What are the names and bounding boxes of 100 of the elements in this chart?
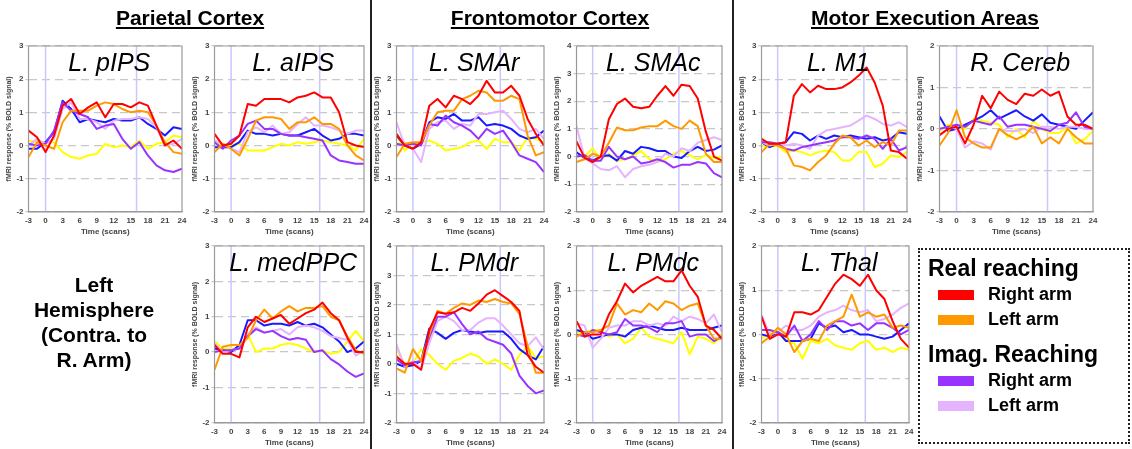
x-tick-label: 18 [506,215,517,225]
legend-label: Left arm [988,308,1060,331]
y-tick-label: 3 [752,41,758,51]
x-tick-label: 15 [854,215,864,225]
y-tick-label: 0 [205,347,211,357]
x-tick-label: 3 [60,215,66,225]
x-tick-label: 21 [701,215,711,225]
y-tick-label: 0 [205,140,211,150]
x-tick-label: 6 [443,215,449,225]
text: Real reaching [928,254,1080,282]
x-tick-label: 6 [262,426,268,436]
x-tick-label: 0 [590,215,596,225]
legend-label: Right arm [988,369,1073,392]
y-tick-label: 1 [930,82,936,92]
x-tick-label: 9 [824,426,830,436]
y-tick-label: 1 [752,285,758,295]
x-axis-title: Time (scans) [264,438,314,448]
x-tick-label: 0 [410,426,416,436]
x-tick-label: 12 [109,215,119,225]
y-tick-label: 2 [752,241,758,251]
y-tick-label: -1 [384,173,393,183]
x-tick-label: 9 [459,215,465,225]
x-tick-label: 6 [622,426,628,436]
y-tick-label: -1 [749,173,758,183]
x-axis-title: Time (scans) [264,227,314,237]
x-tick-label: 24 [539,215,549,225]
x-tick-label: 21 [888,426,898,436]
x-tick-label: 12 [837,215,848,225]
y-tick-label: -2 [564,207,573,216]
y-tick-label: -1 [564,373,573,383]
x-tick-label: 0 [43,215,49,225]
y-tick-label: 3 [387,41,393,51]
x-tick-label: 0 [228,426,234,436]
x-tick-label: 21 [342,215,353,225]
y-tick-label: 2 [930,41,936,51]
x-tick-label: 18 [143,215,153,225]
x-axis-title: Time (scans) [809,227,859,237]
x-tick-label: 24 [904,426,914,436]
text: Imag. Reaching [928,340,1099,368]
x-tick-label: 12 [652,215,663,225]
x-tick-label: 6 [262,215,268,225]
x-tick-label: 15 [126,215,136,225]
x-tick-label: 24 [177,215,187,225]
y-tick-label: 1 [19,107,25,117]
y-tick-label: -1 [564,179,573,189]
x-tick-label: 15 [1037,215,1047,225]
x-axis-title: Time (scans) [624,227,674,237]
text: Frontomotor Cortex [450,6,650,30]
y-tick-label: 2 [567,96,573,106]
x-tick-label: 21 [342,426,353,436]
x-tick-label: 15 [490,215,500,225]
x-tick-label: 18 [1054,215,1064,225]
y-tick-label: 3 [205,41,211,51]
text: Left Hemisphere (Contra. to R. Arm) [32,272,156,372]
x-tick-label: 9 [823,215,829,225]
y-tick-label: 1 [205,311,211,321]
y-tick-label: 2 [205,74,211,84]
x-tick-label: 12 [1020,215,1030,225]
x-tick-label: -3 [210,215,219,225]
x-tick-label: 24 [359,426,369,436]
y-tick-label: -1 [927,165,936,175]
x-tick-label: 12 [652,426,663,436]
x-tick-label: -3 [757,215,766,225]
x-tick-label: -3 [392,426,401,436]
y-tick-label: -2 [749,418,758,427]
x-tick-label: -3 [392,215,401,225]
x-tick-label: 3 [971,215,977,225]
x-tick-label: 18 [506,426,517,436]
y-tick-label: 3 [387,270,393,280]
x-axis-title: Time (scans) [445,438,495,448]
x-tick-label: 0 [775,215,781,225]
x-tick-label: 3 [427,426,433,436]
y-tick-label: 0 [567,151,573,161]
y-tick-label: -1 [202,173,211,183]
x-tick-label: 12 [293,426,303,436]
x-tick-label: 6 [808,426,814,436]
x-tick-label: 21 [523,426,533,436]
x-tick-label: 18 [326,215,336,225]
x-tick-label: 3 [606,426,612,436]
x-tick-label: 3 [245,426,251,436]
x-tick-label: 15 [309,215,320,225]
y-tick-label: 3 [19,41,25,51]
x-tick-label: -3 [935,215,944,225]
x-tick-label: 15 [669,215,679,225]
y-tick-label: 4 [567,41,573,51]
x-tick-label: -3 [210,426,219,436]
chart-title: L. aIPS [252,48,335,77]
y-tick-label: -2 [749,207,758,216]
y-tick-label: 4 [387,241,393,251]
y-tick-label: 1 [387,329,393,339]
y-tick-label: 0 [567,329,573,339]
x-tick-label: 3 [606,215,612,225]
chart-title: R. Cereb [970,48,1071,77]
y-tick-label: 0 [930,124,936,134]
y-tick-label: 1 [567,124,573,134]
x-tick-label: -3 [757,426,766,436]
y-tick-label: -1 [749,373,758,383]
x-tick-label: 3 [792,426,798,436]
x-tick-label: 15 [855,426,865,436]
chart-title: L. pIPS [68,48,151,77]
